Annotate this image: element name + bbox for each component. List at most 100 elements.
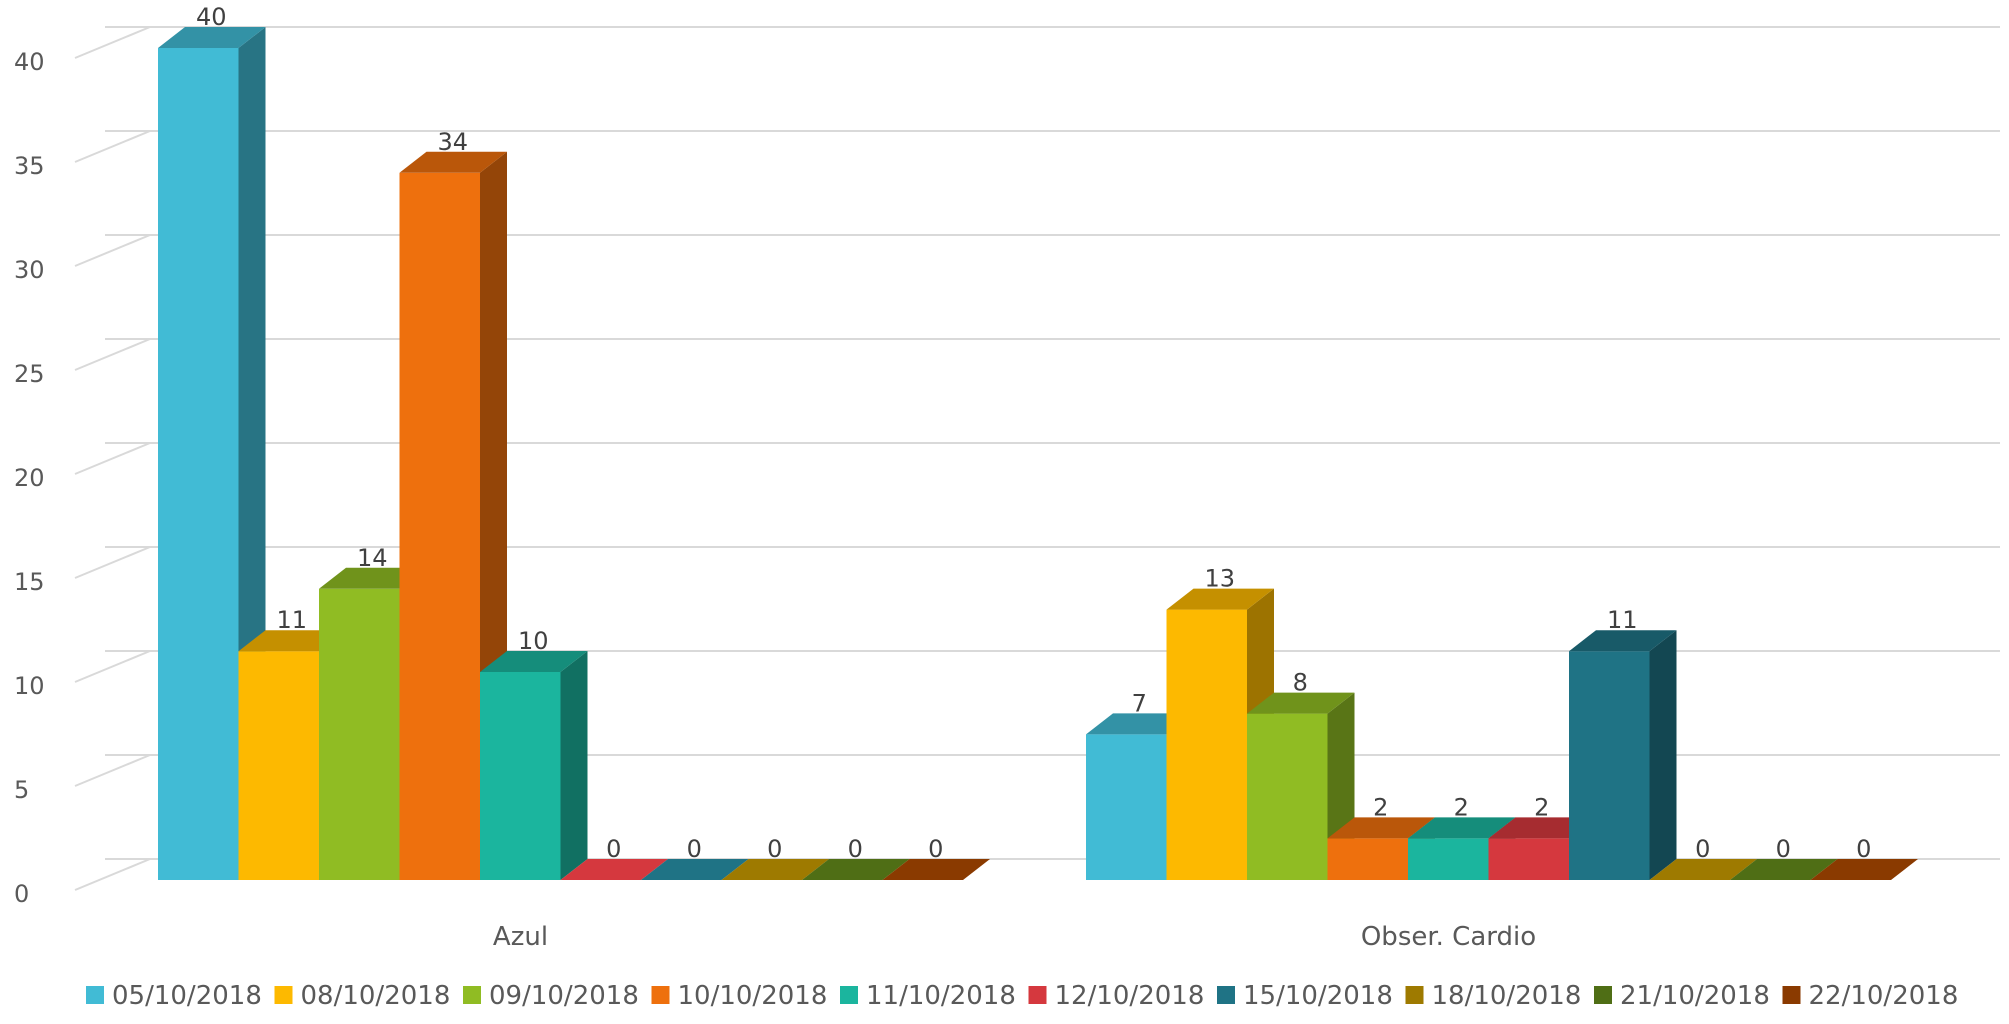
legend-swatch <box>86 986 104 1004</box>
bar-top <box>1649 859 1757 880</box>
bars <box>158 27 1918 881</box>
bar-front <box>238 651 319 880</box>
x-axis: Azul Obser. Cardio <box>493 922 1536 952</box>
legend-label: 05/10/2018 <box>112 981 262 1011</box>
bar <box>1810 859 1918 880</box>
bar-front <box>1408 838 1489 880</box>
bar-front <box>480 672 561 880</box>
bar <box>882 859 990 880</box>
legend-item: 12/10/2018 <box>1028 981 1204 1011</box>
y-tick-label: 10 <box>14 672 45 700</box>
legend-swatch <box>1028 986 1047 1004</box>
bar-top <box>1730 859 1838 880</box>
legend-swatch <box>1782 986 1801 1004</box>
legend-item: 21/10/2018 <box>1594 981 1770 1011</box>
legend-swatch <box>651 986 670 1004</box>
legend-label: 18/10/2018 <box>1432 981 1582 1011</box>
bar-front <box>158 48 239 880</box>
bar-front <box>1086 734 1167 880</box>
bar <box>560 859 668 880</box>
bar-top <box>641 859 749 880</box>
bar-top <box>1569 630 1677 652</box>
legend-item: 05/10/2018 <box>86 981 262 1011</box>
legend-label: 10/10/2018 <box>678 981 828 1011</box>
legend-item: 22/10/2018 <box>1782 981 1958 1011</box>
legend-swatch <box>463 986 481 1004</box>
bar-top <box>1327 817 1435 839</box>
data-label: 10 <box>518 627 549 655</box>
gridline-wall <box>74 650 151 683</box>
bar-top <box>480 651 588 672</box>
data-label: 0 <box>848 835 863 863</box>
legend-label: 08/10/2018 <box>301 981 451 1011</box>
data-label: 11 <box>276 606 307 634</box>
bar <box>721 859 829 880</box>
bar-side <box>560 651 588 880</box>
gridline-wall <box>74 130 151 163</box>
bar-top <box>399 151 507 173</box>
bar-top <box>1247 692 1355 714</box>
gridline-wall <box>74 858 151 891</box>
bar <box>1649 859 1757 880</box>
bar <box>802 859 910 880</box>
legend-item: 09/10/2018 <box>463 981 639 1011</box>
data-label: 0 <box>767 835 782 863</box>
y-tick-label: 40 <box>14 48 45 76</box>
data-label: 8 <box>1293 669 1308 697</box>
data-label: 13 <box>1204 565 1235 593</box>
bar <box>1247 692 1355 880</box>
data-label: 0 <box>687 835 702 863</box>
legend-item: 18/10/2018 <box>1405 981 1582 1011</box>
legend-swatch <box>840 986 858 1004</box>
bar-side <box>1649 630 1677 880</box>
bar-top <box>1166 588 1274 610</box>
bar <box>1569 630 1677 880</box>
legend-swatch <box>1594 986 1612 1004</box>
bar-top <box>882 859 990 880</box>
gridline-wall <box>74 546 151 579</box>
y-tick-label: 5 <box>14 776 29 804</box>
y-axis: 0 5 10 15 20 25 30 35 40 <box>14 48 45 908</box>
bar <box>641 859 749 880</box>
bar-top <box>1408 817 1516 839</box>
bar-front <box>1488 838 1569 880</box>
bar-front <box>319 588 400 880</box>
bar <box>399 151 507 881</box>
legend-swatch <box>1405 986 1424 1004</box>
legend-label: 15/10/2018 <box>1243 981 1393 1011</box>
legend-item: 10/10/2018 <box>651 981 828 1011</box>
gridline-wall <box>74 338 151 371</box>
legend: 05/10/2018 08/10/2018 09/10/2018 10/10/2018… <box>86 981 1958 1011</box>
bar <box>480 651 588 880</box>
data-label: 0 <box>928 835 943 863</box>
data-label: 7 <box>1132 689 1147 717</box>
y-tick-label: 20 <box>14 464 45 492</box>
y-tick-label: 0 <box>14 880 29 908</box>
legend-swatch <box>274 986 293 1004</box>
gridline-wall <box>74 26 151 59</box>
legend-swatch <box>1217 986 1235 1004</box>
bar-top <box>802 859 910 880</box>
y-tick-label: 35 <box>14 152 45 180</box>
legend-item: 11/10/2018 <box>840 981 1016 1011</box>
x-category-label: Azul <box>493 922 548 952</box>
data-label: 11 <box>1607 606 1638 634</box>
legend-label: 21/10/2018 <box>1620 981 1770 1011</box>
legend-label: 11/10/2018 <box>866 981 1016 1011</box>
gridline-wall <box>74 442 151 475</box>
legend-item: 08/10/2018 <box>274 981 451 1011</box>
data-label: 0 <box>1695 835 1710 863</box>
legend-label: 09/10/2018 <box>489 981 639 1011</box>
bar-top <box>1810 859 1918 880</box>
bar-front <box>1247 713 1328 880</box>
bar-front <box>1569 651 1650 880</box>
bar-top <box>158 27 266 48</box>
x-category-label: Obser. Cardio <box>1361 922 1536 952</box>
bar-top <box>721 859 829 880</box>
y-tick-label: 25 <box>14 360 45 388</box>
bar-front <box>399 172 480 881</box>
data-label: 14 <box>357 544 388 572</box>
gridline-wall <box>74 234 151 267</box>
